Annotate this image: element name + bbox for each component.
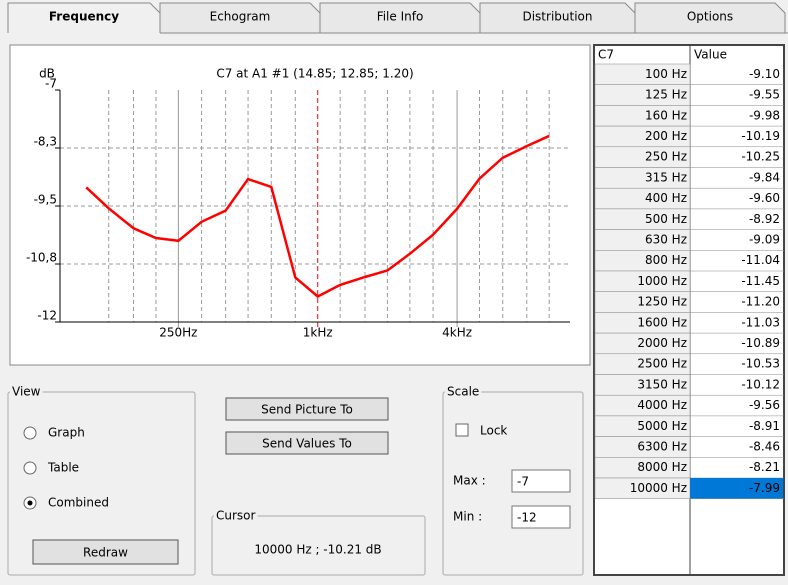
- value-cell[interactable]: -9.10: [749, 67, 780, 81]
- value-cell[interactable]: -11.45: [741, 274, 780, 288]
- y-tick-label: -12: [37, 309, 57, 323]
- frequency-cell[interactable]: 160 Hz: [645, 108, 687, 122]
- x-tick-label: 250Hz: [159, 326, 197, 340]
- frequency-cell[interactable]: 630 Hz: [645, 232, 687, 246]
- value-cell[interactable]: -11.20: [741, 295, 780, 309]
- data-line: [85, 134, 550, 298]
- scale-group: [442, 391, 584, 576]
- redraw-button[interactable]: [32, 539, 179, 565]
- y-tick-label: -7: [45, 77, 57, 91]
- view-group-title: View: [12, 385, 41, 399]
- value-cell[interactable]: -9.56: [749, 398, 780, 412]
- radio-dot: [27, 500, 33, 506]
- y-tick-label: -9,5: [34, 193, 57, 207]
- frequency-cell[interactable]: 1000 Hz: [637, 274, 687, 288]
- tab-label[interactable]: Frequency: [49, 10, 119, 24]
- radio-button[interactable]: [23, 461, 37, 475]
- frequency-cell[interactable]: 3150 Hz: [637, 377, 687, 391]
- radio-button[interactable]: [23, 426, 37, 440]
- x-tick-label: 1kHz: [303, 326, 333, 340]
- tab-label[interactable]: Echogram: [210, 10, 271, 24]
- cursor-readout: 10000 Hz ; -10.21 dB: [254, 543, 381, 557]
- title-bg: [214, 508, 258, 523]
- frequency-cell[interactable]: 6300 Hz: [637, 439, 687, 453]
- selected-cell: [690, 478, 783, 499]
- graph-title: C7 at A1 #1 (14.85; 12.85; 1.20): [216, 67, 413, 81]
- min-value[interactable]: -12: [517, 511, 537, 525]
- y-tick-label: -8,3: [34, 135, 57, 149]
- column-header: C7: [598, 48, 614, 62]
- cursor-group: [211, 515, 426, 576]
- frequency-cell[interactable]: 2000 Hz: [637, 336, 687, 350]
- radio-label[interactable]: Combined: [48, 496, 109, 510]
- value-cell[interactable]: -9.09: [749, 232, 780, 246]
- value-cell[interactable]: -10.89: [741, 336, 780, 350]
- lock-checkbox[interactable]: [455, 423, 469, 437]
- max-value[interactable]: -7: [517, 475, 529, 489]
- frequency-cell[interactable]: 8000 Hz: [637, 460, 687, 474]
- frequency-cell[interactable]: 800 Hz: [645, 253, 687, 267]
- value-cell[interactable]: -10.12: [741, 377, 780, 391]
- radio-label[interactable]: Graph: [48, 426, 85, 440]
- radio-label[interactable]: Table: [47, 461, 79, 475]
- x-tick-label: 4kHz: [442, 326, 472, 340]
- cursor-group-title: Cursor: [216, 509, 256, 523]
- tab-label[interactable]: File Info: [377, 10, 424, 24]
- value-cell[interactable]: -10.53: [741, 357, 780, 371]
- value-cell[interactable]: -9.98: [749, 108, 780, 122]
- send-button-label[interactable]: Send Picture To: [261, 403, 353, 417]
- max-input[interactable]: [511, 469, 571, 493]
- frequency-cell[interactable]: 400 Hz: [645, 191, 687, 205]
- title-bg: [445, 384, 482, 399]
- min-input[interactable]: [511, 505, 571, 529]
- value-cell[interactable]: -9.60: [749, 191, 780, 205]
- frequency-cell[interactable]: 4000 Hz: [637, 398, 687, 412]
- redraw-button-label[interactable]: Redraw: [83, 546, 128, 560]
- value-cell[interactable]: -11.03: [741, 315, 780, 329]
- view-group: [7, 391, 196, 576]
- title-bg: [10, 384, 43, 399]
- frequency-cell[interactable]: 2500 Hz: [637, 357, 687, 371]
- min-label: Min :: [453, 510, 482, 524]
- frequency-cell[interactable]: 10000 Hz: [630, 481, 687, 495]
- send-button[interactable]: [225, 431, 389, 455]
- frequency-cell[interactable]: 315 Hz: [645, 170, 687, 184]
- scale-group-title: Scale: [447, 385, 479, 399]
- table-header: [595, 46, 783, 64]
- column-header: Value: [694, 48, 727, 62]
- frequency-cell[interactable]: 125 Hz: [645, 88, 687, 102]
- frequency-cell[interactable]: 200 Hz: [645, 129, 687, 143]
- value-cell[interactable]: -8.46: [749, 439, 780, 453]
- value-cell[interactable]: -9.55: [749, 88, 780, 102]
- frequency-cell[interactable]: 250 Hz: [645, 150, 687, 164]
- tab-label[interactable]: Options: [687, 10, 733, 24]
- lock-label[interactable]: Lock: [480, 424, 507, 438]
- send-button-label[interactable]: Send Values To: [262, 437, 352, 451]
- value-cell[interactable]: -8.91: [749, 419, 780, 433]
- value-cell[interactable]: -10.19: [741, 129, 780, 143]
- frequency-cell[interactable]: 100 Hz: [645, 67, 687, 81]
- frequency-cell[interactable]: 5000 Hz: [637, 419, 687, 433]
- frequency-cell[interactable]: 500 Hz: [645, 212, 687, 226]
- value-cell[interactable]: -8.21: [749, 460, 780, 474]
- value-cell[interactable]: -11.04: [741, 253, 780, 267]
- tab-label[interactable]: Distribution: [522, 10, 592, 24]
- tab[interactable]: [634, 2, 786, 33]
- y-axis-label: dB: [39, 67, 55, 81]
- frequency-cell[interactable]: 1250 Hz: [637, 295, 687, 309]
- send-button[interactable]: [225, 397, 389, 421]
- max-label: Max :: [453, 474, 486, 488]
- y-tick-label: -10,8: [26, 251, 57, 265]
- value-cell[interactable]: -8.92: [749, 212, 780, 226]
- value-cell[interactable]: -7.99: [749, 481, 780, 495]
- value-cell[interactable]: -9.84: [749, 170, 780, 184]
- value-cell[interactable]: -10.25: [741, 150, 780, 164]
- frequency-cell[interactable]: 1600 Hz: [637, 315, 687, 329]
